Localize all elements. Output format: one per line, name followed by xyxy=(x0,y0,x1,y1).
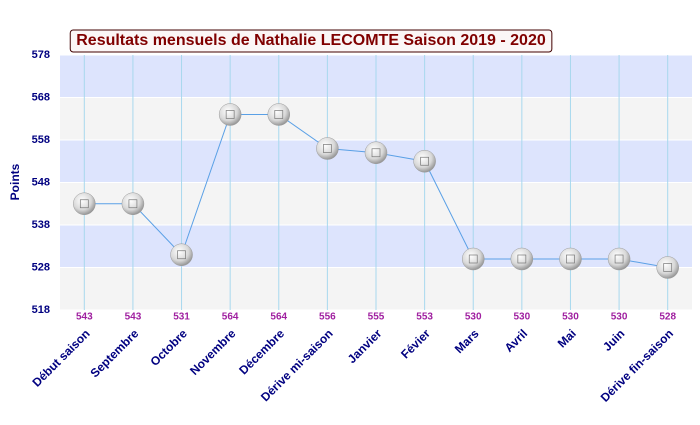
marker-icon xyxy=(79,199,89,209)
marker-icon xyxy=(274,110,284,119)
x-tick-label: Mai xyxy=(555,326,579,350)
marker xyxy=(559,247,582,271)
x-tick-label: Septembre xyxy=(88,326,142,380)
marker xyxy=(413,150,436,173)
x-tick-label: Début saison xyxy=(29,326,92,389)
y-tick-label: 538 xyxy=(32,219,50,231)
x-tick-label: Févier xyxy=(398,326,433,361)
marker xyxy=(656,256,679,279)
value-label: 564 xyxy=(222,312,239,323)
value-label: 530 xyxy=(562,312,579,323)
title-box xyxy=(69,29,553,53)
value-label: 543 xyxy=(125,312,142,323)
x-tick-label: Janvier xyxy=(345,326,385,366)
marker-icon xyxy=(420,156,429,166)
marker-icon xyxy=(517,254,527,264)
marker-icon xyxy=(128,199,138,209)
value-label: 531 xyxy=(173,312,190,323)
marker-icon xyxy=(323,144,332,153)
marker xyxy=(364,141,388,164)
x-tick-label: Avril xyxy=(502,326,530,354)
marker xyxy=(316,137,339,160)
marker xyxy=(73,192,96,215)
y-tick-label: 578 xyxy=(32,49,50,61)
value-label: 555 xyxy=(368,312,385,323)
value-label: 556 xyxy=(319,312,336,323)
value-label: 530 xyxy=(611,312,628,323)
y-tick-label: 518 xyxy=(32,304,50,316)
marker-icon xyxy=(371,148,381,158)
marker-icon xyxy=(663,263,673,272)
marker-icon xyxy=(177,250,186,260)
marker xyxy=(510,247,534,271)
value-label: 530 xyxy=(465,312,482,323)
y-tick-label: 558 xyxy=(32,134,50,146)
marker-icon xyxy=(566,254,575,264)
x-tick-label: Mars xyxy=(452,326,482,356)
value-label: 553 xyxy=(416,312,433,323)
marker-icon xyxy=(468,254,478,264)
y-tick-label: 528 xyxy=(32,261,50,273)
x-tick-label: Octobre xyxy=(147,326,190,369)
chart-title: Resultats mensuels de Nathalie LECOMTE S… xyxy=(76,32,546,49)
value-label: 564 xyxy=(270,312,287,323)
marker xyxy=(267,103,291,126)
value-label: 530 xyxy=(514,312,531,323)
y-tick-label: 568 xyxy=(32,91,50,103)
value-label: 528 xyxy=(659,312,676,323)
marker xyxy=(218,103,242,126)
value-label: 543 xyxy=(76,312,93,323)
y-tick-label: 548 xyxy=(32,176,50,188)
marker xyxy=(461,247,485,271)
marker-icon xyxy=(225,110,235,119)
x-tick-label: Novembre xyxy=(187,326,239,378)
marker xyxy=(170,243,193,266)
y-axis-label: Points xyxy=(8,163,22,200)
marker xyxy=(607,247,631,271)
marker xyxy=(121,192,145,215)
marker-icon xyxy=(614,254,624,264)
x-tick-label: Juin xyxy=(600,326,627,353)
x-tick-label: Décembre xyxy=(236,326,287,377)
